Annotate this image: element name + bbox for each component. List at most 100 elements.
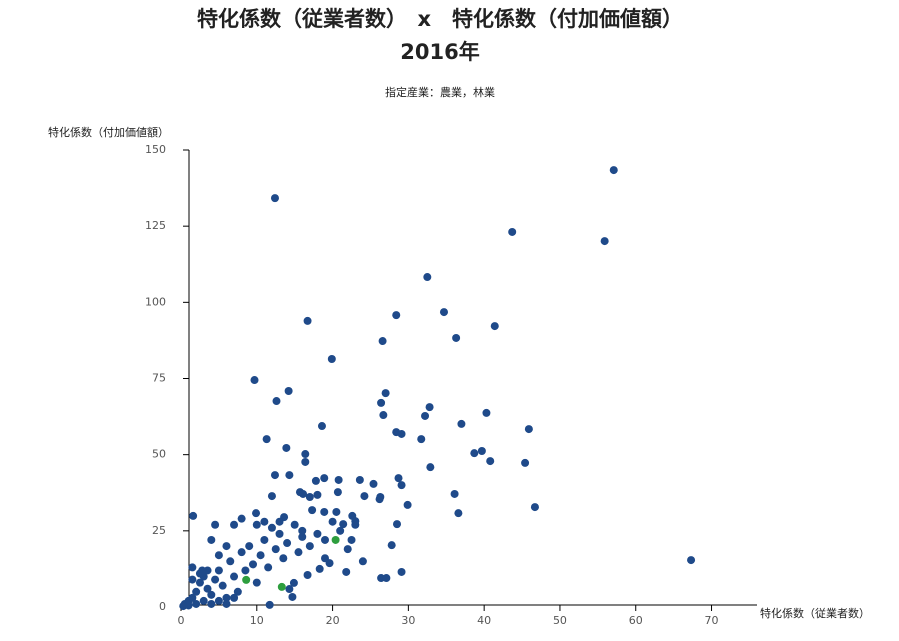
point (687, 556, 696, 565)
point (332, 507, 341, 516)
point (270, 471, 279, 480)
point (275, 529, 284, 538)
point (486, 457, 495, 466)
point (179, 602, 188, 611)
y-tick-label: 25 (152, 524, 166, 537)
point (285, 585, 294, 594)
point (195, 578, 204, 587)
x-tick-label: 0 (178, 614, 185, 627)
point (214, 551, 223, 560)
point (298, 532, 307, 541)
y-tick-label: 150 (145, 143, 166, 156)
point (339, 520, 348, 529)
point (308, 506, 317, 515)
point (305, 542, 314, 551)
point (393, 520, 401, 529)
point (470, 449, 479, 458)
x-tick-label: 40 (477, 614, 491, 627)
x-tick-label: 60 (629, 614, 643, 627)
point (423, 273, 432, 282)
point (249, 560, 257, 569)
point (333, 488, 342, 497)
point (315, 564, 324, 573)
point (426, 463, 435, 472)
point (245, 542, 254, 551)
point (290, 520, 299, 529)
point (397, 429, 406, 438)
y-tick-label: 0 (159, 600, 166, 613)
point (270, 194, 279, 203)
point (237, 514, 246, 523)
point (207, 535, 216, 544)
point (264, 563, 273, 572)
point (252, 509, 261, 518)
point (450, 489, 459, 498)
point (211, 520, 220, 529)
y-tick-label: 50 (152, 448, 166, 461)
point (369, 479, 378, 488)
point (265, 600, 274, 609)
point (271, 545, 280, 554)
point (381, 389, 390, 398)
point (211, 575, 220, 584)
point (272, 397, 281, 406)
point (379, 411, 388, 420)
x-tick-label: 30 (401, 614, 415, 627)
point (482, 408, 491, 417)
point (233, 587, 242, 596)
point (321, 554, 329, 563)
point (207, 599, 216, 608)
point (342, 567, 351, 576)
point (285, 471, 294, 480)
point (313, 529, 322, 538)
point (198, 566, 207, 575)
point (397, 567, 406, 576)
point (260, 535, 269, 544)
x-axis-label: 特化係数（従業者数） (760, 606, 870, 620)
point (250, 376, 259, 385)
point (457, 419, 466, 428)
point (301, 457, 310, 466)
chart-title: 特化係数（従業者数） x 特化係数（付加価値額） (197, 7, 683, 31)
point (218, 581, 227, 590)
point (397, 481, 406, 490)
point (321, 535, 329, 544)
point (284, 386, 293, 395)
point (347, 535, 356, 544)
y-tick-label: 100 (145, 295, 166, 308)
point (477, 447, 486, 456)
point (334, 475, 343, 484)
x-tick-label: 50 (553, 614, 567, 627)
point (189, 511, 198, 520)
point (298, 526, 307, 535)
point (282, 443, 291, 452)
point (252, 578, 261, 587)
point (260, 517, 269, 526)
point (377, 398, 386, 407)
point (328, 517, 337, 526)
point (222, 542, 231, 551)
point (524, 425, 533, 434)
point (392, 311, 401, 320)
point (267, 523, 276, 532)
point (417, 435, 426, 444)
point (351, 520, 360, 529)
point (313, 490, 322, 499)
point (275, 517, 284, 526)
x-tick-label: 10 (250, 614, 264, 627)
point (317, 422, 326, 431)
chart-subtitle: 指定産業：農業，林業 (385, 85, 495, 99)
point (490, 322, 499, 331)
point (299, 489, 308, 498)
point (508, 227, 517, 236)
point (320, 474, 329, 483)
point (188, 593, 197, 602)
point (214, 566, 223, 575)
point (375, 495, 384, 504)
point (222, 593, 231, 602)
point (242, 575, 251, 584)
point (358, 557, 367, 566)
point (188, 575, 197, 584)
point (188, 563, 197, 572)
